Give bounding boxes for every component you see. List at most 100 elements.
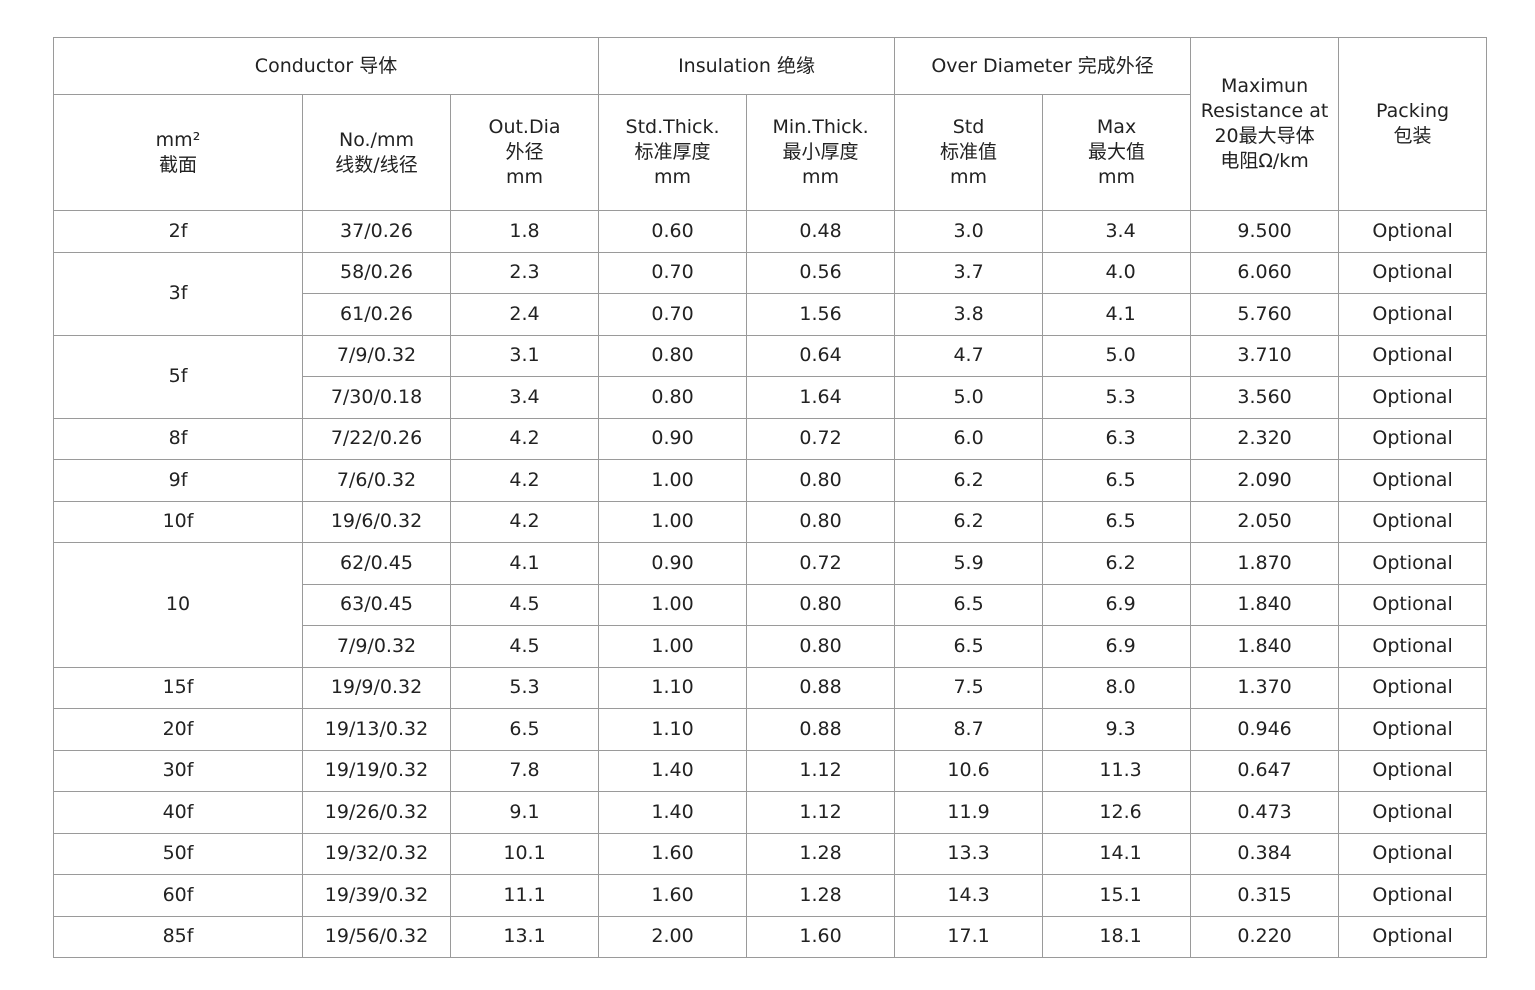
cell-max-resistance: 0.315 [1190, 874, 1340, 917]
cell-size: 5f [53, 334, 303, 419]
cell-std-thick: 0.90 [598, 542, 748, 585]
cell-packing: Optional [1338, 708, 1488, 751]
cell-packing: Optional [1338, 791, 1488, 834]
cell-strands: 19/26/0.32 [302, 791, 451, 834]
cell-max-resistance: 2.050 [1190, 500, 1340, 543]
cell-out-dia: 10.1 [449, 832, 600, 875]
cell-std-od: 3.7 [894, 251, 1044, 294]
cell-max-resistance: 0.384 [1190, 832, 1340, 875]
cell-packing: Optional [1338, 542, 1488, 585]
cell-std-thick: 0.70 [598, 293, 748, 336]
table-row: 20f 19/13/0.32 6.5 1.10 0.88 8.7 9.3 0.946 Optio… [53, 708, 1488, 751]
header-line: mm [654, 166, 692, 188]
cell-max-resistance: 0.647 [1190, 749, 1340, 792]
cell-std-thick: 2.00 [598, 915, 748, 958]
cell-min-thick: 0.80 [746, 500, 896, 543]
cell-packing: Optional [1338, 376, 1488, 419]
cell-max-resistance: 9.500 [1190, 210, 1340, 253]
cell-strands: 19/56/0.32 [302, 915, 451, 958]
header-line: mm [1098, 166, 1136, 188]
cell-std-od: 3.8 [894, 293, 1044, 336]
header-line: 外径 [505, 141, 544, 163]
cell-std-od: 10.6 [894, 749, 1044, 792]
header-max: Max 最大值 mm [1042, 94, 1192, 211]
cell-packing: Optional [1338, 210, 1488, 253]
cell-min-thick: 0.80 [746, 459, 896, 502]
cell-std-od: 6.5 [894, 583, 1044, 626]
cell-max-od: 6.9 [1042, 625, 1192, 668]
cell-strands: 19/13/0.32 [302, 708, 451, 751]
cell-std-thick: 1.40 [598, 791, 748, 834]
cell-packing: Optional [1338, 293, 1488, 336]
cell-strands: 19/39/0.32 [302, 874, 451, 917]
cell-size: 15f [53, 666, 303, 709]
cell-min-thick: 0.64 [746, 334, 896, 377]
cell-max-od: 15.1 [1042, 874, 1192, 917]
cell-std-thick: 1.00 [598, 459, 748, 502]
table-row: 2f 37/0.26 1.8 0.60 0.48 3.0 3.4 9.500 Optional [53, 210, 1488, 253]
table-row: 61/0.26 2.4 0.70 1.56 3.8 4.1 5.760 Optional [54, 293, 1488, 336]
cell-out-dia: 11.1 [449, 874, 600, 917]
cell-strands: 19/9/0.32 [302, 666, 451, 709]
cell-max-od: 12.6 [1042, 791, 1192, 834]
header-max-resistance: Maximun Resistance at 20最大导体 电阻Ω/km [1190, 37, 1340, 211]
cell-max-od: 6.5 [1042, 459, 1192, 502]
cell-std-od: 6.2 [894, 500, 1044, 543]
cell-out-dia: 9.1 [449, 791, 600, 834]
header-line: mm [802, 166, 840, 188]
cell-packing: Optional [1338, 915, 1488, 958]
cell-min-thick: 0.72 [746, 417, 896, 460]
cell-size: 20f [53, 708, 303, 751]
cell-out-dia: 4.2 [449, 417, 600, 460]
table-row: 10f 19/6/0.32 4.2 1.00 0.80 6.2 6.5 2.050 Option… [53, 500, 1488, 543]
cell-strands: 19/6/0.32 [302, 500, 451, 543]
cell-std-od: 4.7 [894, 334, 1044, 377]
header-strands: No./mm 线数/线径 [302, 94, 451, 211]
table-row: 9f 7/6/0.32 4.2 1.00 0.80 6.2 6.5 2.090 Optional [53, 459, 1488, 502]
cell-min-thick: 1.64 [746, 376, 896, 419]
cell-out-dia: 13.1 [449, 915, 600, 958]
cell-min-thick: 1.28 [746, 874, 896, 917]
cell-size: 40f [53, 791, 303, 834]
cell-max-od: 8.0 [1042, 666, 1192, 709]
cell-max-resistance: 1.870 [1190, 542, 1340, 585]
cell-out-dia: 4.2 [449, 500, 600, 543]
header-line: 线数/线径 [335, 153, 418, 176]
cell-packing: Optional [1338, 583, 1488, 626]
cell-strands: 61/0.26 [302, 293, 451, 336]
cell-size: 30f [53, 749, 303, 792]
cell-min-thick: 0.56 [746, 251, 896, 294]
header-line: Max [1096, 116, 1137, 138]
cable-spec-table: Conductor 导体 Insulation 绝缘 Over Diameter… [52, 37, 1488, 958]
cell-out-dia: 3.1 [449, 334, 600, 377]
cell-min-thick: 0.80 [746, 583, 896, 626]
cell-max-od: 14.1 [1042, 832, 1192, 875]
cell-std-thick: 0.60 [598, 210, 748, 253]
cell-out-dia: 3.4 [449, 376, 600, 419]
cell-std-thick: 1.60 [598, 874, 748, 917]
cell-max-resistance: 2.320 [1190, 417, 1340, 460]
header-line: mm [950, 166, 988, 188]
header-line: Resistance at [1200, 100, 1329, 122]
cell-std-thick: 0.90 [598, 417, 748, 460]
cell-max-od: 6.5 [1042, 500, 1192, 543]
header-line: mm² [155, 128, 201, 151]
cell-packing: Optional [1338, 874, 1488, 917]
cell-packing: Optional [1338, 334, 1488, 377]
header-std: Std 标准值 mm [894, 94, 1044, 211]
cell-std-thick: 1.40 [598, 749, 748, 792]
table-row: 60f 19/39/0.32 11.1 1.60 1.28 14.3 15.1 0.315 Op… [53, 874, 1488, 917]
cell-max-resistance: 1.370 [1190, 666, 1340, 709]
cell-packing: Optional [1338, 459, 1488, 502]
cell-max-resistance: 5.760 [1190, 293, 1340, 336]
header-line: 标准值 [940, 141, 998, 163]
cell-packing: Optional [1338, 625, 1488, 668]
cell-std-od: 3.0 [894, 210, 1044, 253]
cell-max-resistance: 6.060 [1190, 251, 1340, 294]
header-packing: Packing 包装 [1338, 37, 1488, 211]
cell-out-dia: 2.4 [449, 293, 600, 336]
table-row: 7/9/0.32 4.5 1.00 0.80 6.5 6.9 1.840 Optional [54, 625, 1488, 668]
cell-packing: Optional [1338, 666, 1488, 709]
header-line: 最小厚度 [782, 141, 859, 163]
cell-out-dia: 4.5 [449, 583, 600, 626]
